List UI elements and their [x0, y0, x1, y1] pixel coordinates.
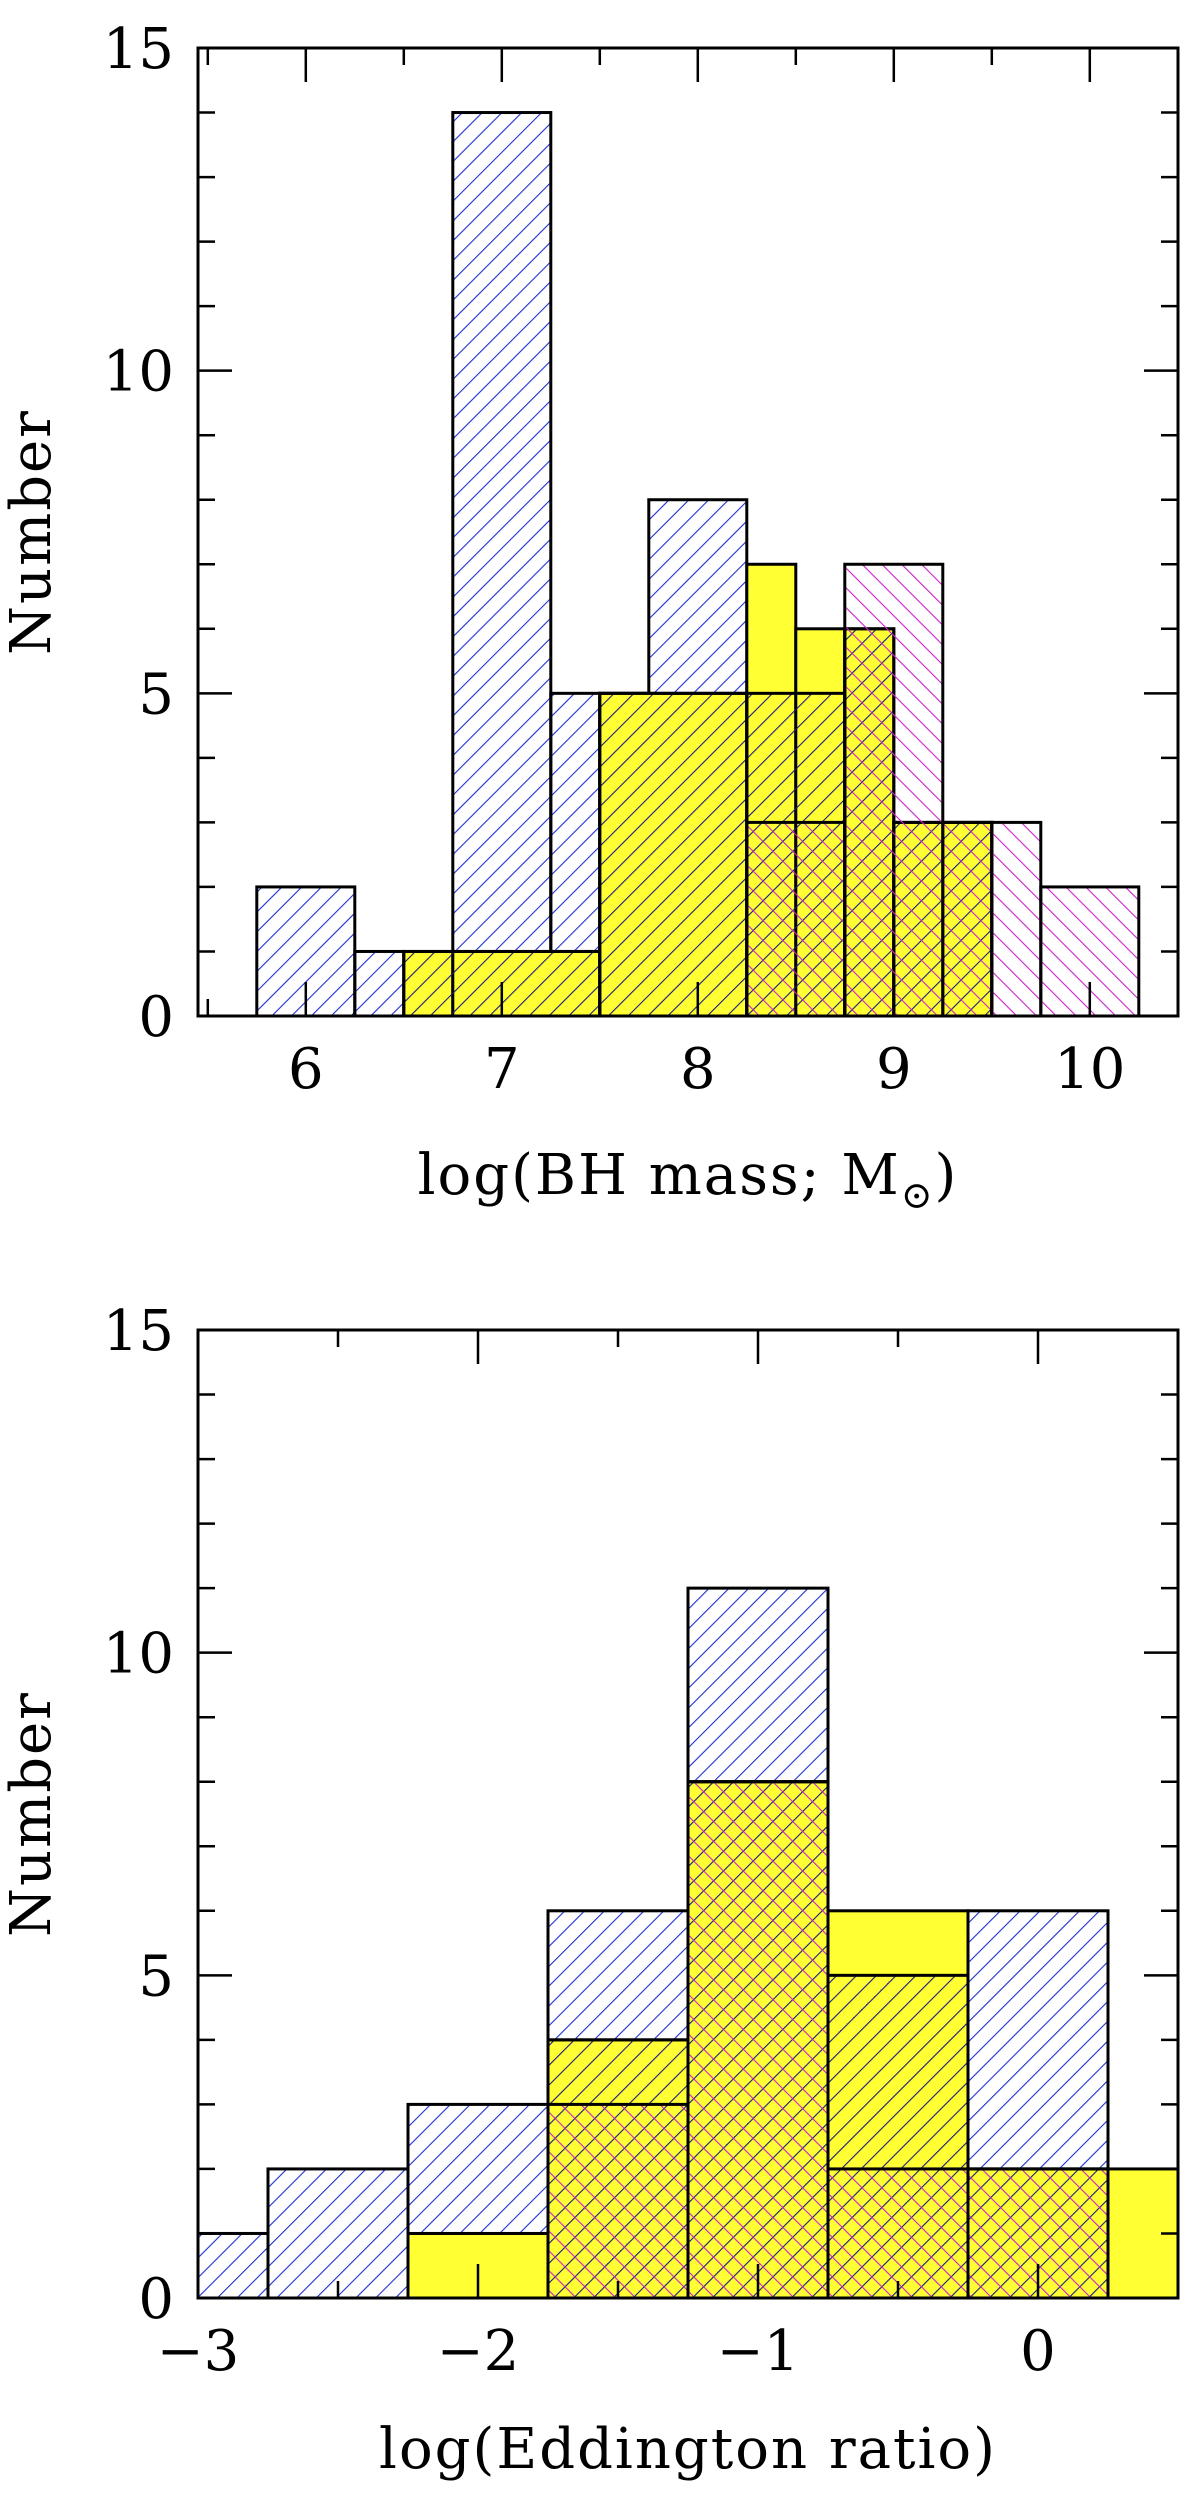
bh-mass-bars [255, 111, 1141, 1018]
bh-mass-x-tick-label: 8 [680, 1037, 716, 1102]
bh-mass-x-tick-label: 7 [484, 1037, 520, 1102]
eddington-ratio-magenta-hatch-bar-0 [546, 2102, 690, 2300]
eddington-ratio-plot-frame [196, 1328, 1180, 2300]
eddington-ratio-x-tick-label: −3 [157, 2319, 240, 2384]
eddington-ratio-y-axis-label: Number [0, 1691, 64, 1937]
eddington-ratio-y-tick-label: 10 [103, 1622, 174, 1687]
bh-mass-y-tick-label: 5 [138, 662, 174, 727]
bh-mass-blue-hatch-bar-2 [451, 111, 553, 1018]
bh-mass-x-axis-label-subscript: ⊙ [901, 1173, 935, 1217]
bh-mass-y-tick-label: 0 [138, 985, 174, 1050]
bh-mass-x-tick-label: 10 [1054, 1037, 1125, 1102]
bh-mass-histogram-panel: 6 7 8 9 10 0 5 10 15 Number log(BH mass; M⊙) [0, 17, 1180, 1217]
eddington-ratio-x-tick-label: 0 [1020, 2319, 1056, 2384]
bh-mass-ticks: 6 7 8 9 10 0 5 10 15 [103, 17, 1178, 1102]
eddington-ratio-x-tick-label: −2 [437, 2319, 520, 2384]
bh-mass-y-tick-label: 10 [103, 340, 174, 405]
eddington-ratio-x-axis-label: log(Eddington ratio) [379, 2417, 997, 2482]
eddington-ratio-x-tick-label: −1 [717, 2319, 800, 2384]
eddington-ratio-y-tick-label: 15 [103, 1299, 174, 1364]
bh-mass-x-axis-label-close: ) [935, 1143, 959, 1208]
eddington-ratio-y-tick-label: 0 [138, 2267, 174, 2332]
bh-mass-magenta-hatch-bar-3 [990, 820, 1043, 1018]
bh-mass-y-tick-label: 15 [103, 17, 174, 82]
eddington-ratio-blue-hatch-bar-0 [196, 2231, 270, 2300]
bh-mass-x-axis-label: log(BH mass; M⊙) [418, 1143, 959, 1217]
bh-mass-x-tick-label: 9 [876, 1037, 912, 1102]
eddington-ratio-bars [196, 1586, 1180, 2300]
eddington-ratio-magenta-hatch-bar-2 [826, 2167, 970, 2300]
eddington-ratio-histogram-panel: −3 −2 −1 0 0 5 10 15 Number log(Eddington ratio… [0, 1299, 1180, 2482]
bh-mass-plot-frame [196, 46, 1180, 1018]
bh-mass-x-tick-label: 6 [288, 1037, 324, 1102]
eddington-ratio-blue-hatch-bar-1 [266, 2167, 410, 2300]
eddington-ratio-y-tick-label: 5 [138, 1944, 174, 2009]
bh-mass-y-axis-label: Number [0, 409, 64, 655]
bh-mass-magenta-hatch-bar-1 [843, 562, 945, 1018]
bh-mass-blue-hatch-bar-1 [353, 949, 406, 1018]
bh-mass-magenta-hatch-bar-0 [745, 820, 847, 1018]
bh-mass-magenta-hatch-bar-2 [941, 820, 994, 1018]
eddington-ratio-magenta-hatch-bar-1 [686, 1780, 830, 2300]
bh-mass-x-axis-label-main: log(BH mass; M [418, 1143, 901, 1208]
bh-mass-yellow-blue-hatch-bar-1 [598, 691, 749, 1018]
eddington-ratio-ticks: −3 −2 −1 0 0 5 10 15 [103, 1299, 1178, 2384]
